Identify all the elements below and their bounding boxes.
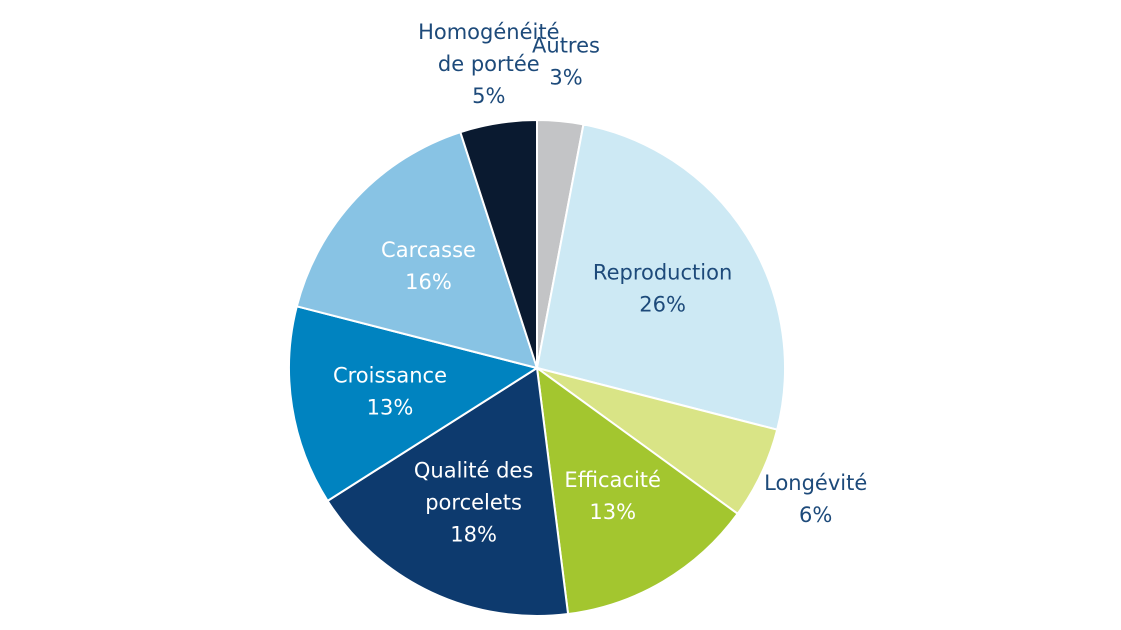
pie-slice-croissance: [288, 305, 540, 503]
slice-label-line: Homogénéité: [418, 20, 559, 44]
slice-percent: 6%: [799, 503, 832, 527]
slice-percent: 18%: [450, 523, 497, 547]
slice-label-carcasse: Carcasse 16%: [381, 238, 476, 294]
slice-label-autres: Autres 3%: [532, 33, 600, 89]
pie-slice-carcasse: [295, 130, 539, 370]
slice-label-line: Reproduction: [593, 260, 732, 284]
slice-percent: 5%: [472, 84, 505, 108]
slice-label-line: Carcasse: [381, 238, 476, 262]
slice-percent: 13%: [367, 395, 414, 419]
pie-slice-homogeneite-de-portee: [459, 118, 538, 369]
slice-label-line: porcelets: [425, 491, 522, 515]
slice-percent: 3%: [549, 65, 582, 89]
pie-slice-qualite-des-porcelets: [326, 366, 570, 617]
slice-percent: 16%: [405, 270, 452, 294]
slice-label-line: de portée: [438, 52, 540, 76]
slice-label-line: Efficacité: [564, 468, 661, 492]
slice-label-line: Croissance: [333, 363, 447, 387]
slice-label-line: Autres: [532, 33, 600, 57]
pie-slice-reproduction: [535, 123, 786, 431]
pie-slice-efficacite: [535, 365, 740, 616]
pie-labels: Autres 3% Reproduction 26% Longévité 6% Effica…: [333, 20, 867, 547]
slice-label-reproduction: Reproduction 26%: [593, 260, 732, 316]
slice-label-line: Qualité des: [414, 459, 533, 483]
slice-label-qualite-des-porcelets: Qualité des porcelets 18%: [414, 459, 533, 547]
slice-percent: 26%: [639, 292, 686, 316]
slice-label-homogeneite-de-portee: Homogénéité de portée 5%: [418, 20, 559, 108]
slice-label-efficacite: Efficacité 13%: [564, 468, 661, 524]
slice-label-longevite: Longévité 6%: [764, 471, 867, 527]
slice-label-croissance: Croissance 13%: [333, 363, 447, 419]
pie-slices: [288, 118, 786, 617]
slice-percent: 13%: [589, 500, 636, 524]
slice-label-line: Longévité: [764, 471, 867, 495]
